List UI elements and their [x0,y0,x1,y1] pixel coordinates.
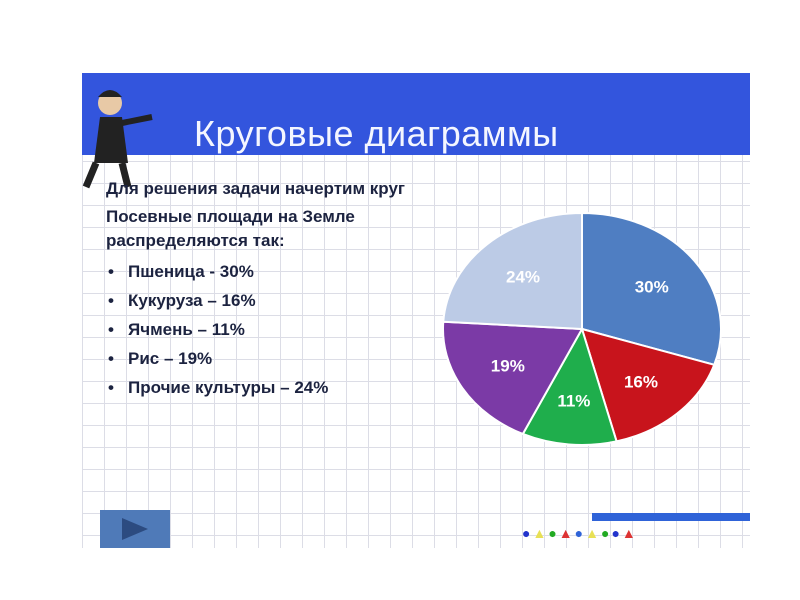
pencil-decoration [592,513,750,521]
slide-title: Круговые диаграммы [194,113,559,154]
bullet-item: Ячмень – 11% [106,315,406,344]
pie-label-3: 19% [491,357,525,376]
next-slide-button[interactable] [100,510,170,548]
title-banner [82,73,750,155]
intro-text: Для решения задачи начертим круг [106,179,405,198]
slide-text: Для решения задачи начертим круг Посевны… [106,177,406,402]
pie-slice-3 [442,320,584,436]
pie-slice-1 [580,327,716,443]
pie-label-2: 11% [557,392,590,411]
bullet-item: Прочие культуры – 24% [106,373,406,402]
pie-label-0: 30% [635,278,669,297]
shapes-decoration: ●▲●▲●▲●●▲ [522,525,638,541]
bullet-item: Рис – 19% [106,344,406,373]
description-text: Посевные площади на Земле распределяются… [106,207,355,250]
pie-label-4: 24% [506,268,540,287]
pie-slice-2 [521,326,618,446]
pie-slice-0 [581,211,722,367]
cartoon-man-icon [82,90,153,189]
pie-slice-4 [442,211,583,331]
bullet-list: Пшеница - 30% Кукуруза – 16% Ячмень – 11… [106,257,406,402]
pie-label-1: 16% [624,372,658,391]
bullet-item: Кукуруза – 16% [106,286,406,315]
bullet-item: Пшеница - 30% [106,257,406,286]
